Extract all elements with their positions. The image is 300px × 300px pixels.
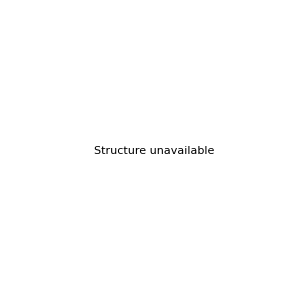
Text: Structure unavailable: Structure unavailable xyxy=(94,146,214,157)
